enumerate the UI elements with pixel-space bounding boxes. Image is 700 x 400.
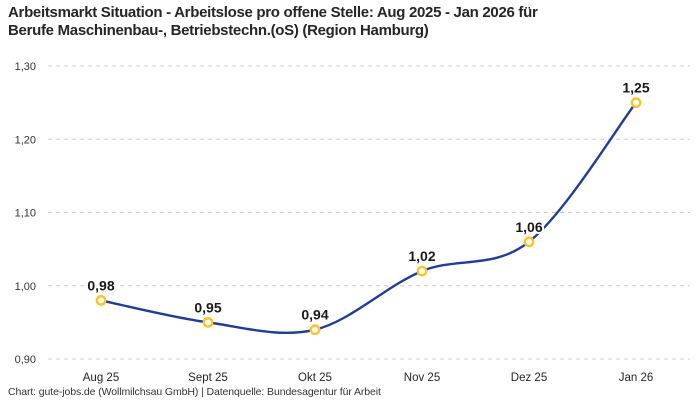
- data-point-marker: [95, 294, 107, 306]
- chart-title: Arbeitsmarkt Situation - Arbeitslose pro…: [8, 4, 692, 40]
- data-point-label: 1,25: [622, 80, 649, 96]
- data-series-line: [99, 101, 638, 335]
- data-point-label: 0,95: [194, 299, 221, 315]
- y-axis-tick-label: 0,90: [15, 354, 36, 366]
- x-axis-tick-label: Nov 25: [404, 372, 440, 384]
- data-point-label: 0,98: [87, 277, 114, 293]
- data-point-label: 1,06: [515, 219, 542, 235]
- x-axis-tick-label: Dez 25: [511, 372, 547, 384]
- chart-title-line1: Arbeitsmarkt Situation - Arbeitslose pro…: [8, 4, 538, 21]
- x-axis-tick-label: Okt 25: [298, 372, 332, 384]
- y-axis-tick-label: 1,30: [15, 61, 36, 73]
- data-point-marker: [416, 265, 428, 277]
- data-point-marker: [630, 97, 642, 109]
- x-axis-tick-label: Sept 25: [188, 372, 228, 384]
- y-axis-tick-label: 1,10: [15, 208, 36, 220]
- data-point-marker: [309, 324, 321, 336]
- data-point-marker: [202, 316, 214, 328]
- x-axis-tick-label: Jan 26: [619, 372, 654, 384]
- chart-title-line2: Berufe Maschinenbau-, Betriebstechn.(oS)…: [8, 22, 429, 39]
- y-axis-tick-label: 1,00: [15, 281, 36, 293]
- data-point-label: 1,02: [408, 248, 435, 264]
- chart-source-credit: Chart: gute-jobs.de (Wollmilchsau GmbH) …: [8, 386, 381, 398]
- x-axis-tick-label: Aug 25: [83, 372, 119, 384]
- y-axis-tick-label: 1,20: [15, 134, 36, 146]
- data-point-label: 0,94: [301, 307, 328, 323]
- data-point-marker: [523, 236, 535, 248]
